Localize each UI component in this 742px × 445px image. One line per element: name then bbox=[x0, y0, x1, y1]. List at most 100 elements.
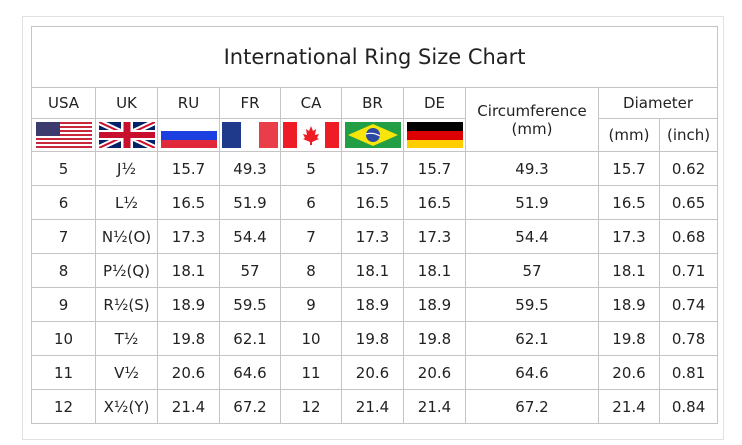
header-diameter-mm: (mm) bbox=[598, 118, 660, 152]
circumference-label: Circumference bbox=[477, 101, 587, 120]
cell-uk: V½ bbox=[95, 355, 158, 390]
cell-circumference-mm: 64.6 bbox=[465, 355, 599, 390]
cell-ru: 15.7 bbox=[157, 151, 220, 186]
cell-diameter-inch: 0.65 bbox=[658, 185, 719, 220]
cell-ca: 9 bbox=[280, 287, 342, 322]
cell-diameter-mm: 18.1 bbox=[598, 253, 660, 288]
cell-ru: 19.8 bbox=[157, 321, 220, 356]
cell-br: 19.8 bbox=[341, 321, 404, 356]
cell-usa: 9 bbox=[31, 287, 96, 322]
cell-br: 20.6 bbox=[341, 355, 404, 390]
cell-diameter-mm: 16.5 bbox=[598, 185, 660, 220]
cell-uk: J½ bbox=[95, 151, 158, 186]
cell-de: 16.5 bbox=[403, 185, 466, 220]
cell-diameter-inch: 0.62 bbox=[658, 151, 719, 186]
cell-fr: 62.1 bbox=[219, 321, 281, 356]
canada-flag-cell bbox=[280, 118, 342, 152]
cell-fr: 49.3 bbox=[219, 151, 281, 186]
circumference-unit: (mm) bbox=[511, 119, 553, 138]
cell-diameter-inch: 0.74 bbox=[658, 287, 719, 322]
cell-circumference-mm: 67.2 bbox=[465, 389, 599, 424]
header-de: DE bbox=[403, 87, 466, 119]
cell-usa: 12 bbox=[31, 389, 96, 424]
germany-flag-icon bbox=[406, 122, 463, 148]
cell-ca: 10 bbox=[280, 321, 342, 356]
cell-de: 18.9 bbox=[403, 287, 466, 322]
cell-fr: 51.9 bbox=[219, 185, 281, 220]
cell-diameter-inch: 0.84 bbox=[658, 389, 719, 424]
cell-diameter-mm: 15.7 bbox=[598, 151, 660, 186]
cell-uk: P½(Q) bbox=[95, 253, 158, 288]
france-flag-icon bbox=[222, 122, 278, 148]
cell-uk: R½(S) bbox=[95, 287, 158, 322]
header-ca: CA bbox=[280, 87, 342, 119]
cell-ru: 18.9 bbox=[157, 287, 220, 322]
cell-de: 18.1 bbox=[403, 253, 466, 288]
cell-de: 19.8 bbox=[403, 321, 466, 356]
cell-usa: 8 bbox=[31, 253, 96, 288]
cell-usa: 10 bbox=[31, 321, 96, 356]
cell-diameter-inch: 0.81 bbox=[658, 355, 719, 390]
cell-usa: 6 bbox=[31, 185, 96, 220]
cell-diameter-mm: 21.4 bbox=[598, 389, 660, 424]
germany-flag-cell bbox=[403, 118, 466, 152]
header-usa: USA bbox=[31, 87, 96, 119]
cell-uk: L½ bbox=[95, 185, 158, 220]
table-row: 6 L½ 16.5 51.9 6 16.5 16.5 51.9 16.5 0.65 bbox=[31, 185, 719, 220]
header-diameter: Diameter bbox=[597, 87, 719, 119]
cell-fr: 67.2 bbox=[219, 389, 281, 424]
cell-br: 16.5 bbox=[341, 185, 404, 220]
cell-ru: 17.3 bbox=[157, 219, 220, 254]
cell-diameter-inch: 0.71 bbox=[658, 253, 719, 288]
russia-flag-cell bbox=[157, 118, 220, 152]
cell-br: 18.1 bbox=[341, 253, 404, 288]
cell-de: 21.4 bbox=[403, 389, 466, 424]
header-fr: FR bbox=[219, 87, 281, 119]
cell-diameter-mm: 17.3 bbox=[598, 219, 660, 254]
table-row: 9 R½(S) 18.9 59.5 9 18.9 18.9 59.5 18.9 0.74 bbox=[31, 287, 719, 322]
cell-fr: 57 bbox=[219, 253, 281, 288]
header-circumference: Circumference (mm) bbox=[465, 87, 599, 152]
header-diameter-inch: (inch) bbox=[658, 118, 719, 152]
brazil-flag-cell bbox=[341, 118, 404, 152]
cell-br: 17.3 bbox=[341, 219, 404, 254]
table-row: 10 T½ 19.8 62.1 10 19.8 19.8 62.1 19.8 0.78 bbox=[31, 321, 719, 356]
table-title: International Ring Size Chart bbox=[30, 26, 719, 88]
cell-br: 15.7 bbox=[341, 151, 404, 186]
header-ru: RU bbox=[157, 87, 220, 119]
cell-usa: 11 bbox=[31, 355, 96, 390]
cell-circumference-mm: 62.1 bbox=[465, 321, 599, 356]
uk-flag-icon bbox=[98, 122, 155, 148]
cell-de: 17.3 bbox=[403, 219, 466, 254]
image-frame bbox=[22, 16, 724, 440]
cell-diameter-inch: 0.78 bbox=[658, 321, 719, 356]
table-row: 12 X½(Y) 21.4 67.2 12 21.4 21.4 67.2 21.4 0.84 bbox=[31, 389, 719, 424]
table-body: 5 J½ 15.7 49.3 5 15.7 15.7 49.3 15.7 0.62 6 L½ 16.5 5… bbox=[31, 151, 719, 424]
table-row: 8 P½(Q) 18.1 57 8 18.1 18.1 57 18.1 0.71 bbox=[31, 253, 719, 288]
cell-ru: 16.5 bbox=[157, 185, 220, 220]
cell-de: 15.7 bbox=[403, 151, 466, 186]
cell-uk: X½(Y) bbox=[95, 389, 158, 424]
cell-uk: T½ bbox=[95, 321, 158, 356]
cell-ca: 7 bbox=[280, 219, 342, 254]
cell-br: 21.4 bbox=[341, 389, 404, 424]
ring-size-table: International Ring Size Chart USA UK RU … bbox=[30, 26, 719, 424]
table-row: 11 V½ 20.6 64.6 11 20.6 20.6 64.6 20.6 0.81 bbox=[31, 355, 719, 390]
cell-usa: 7 bbox=[31, 219, 96, 254]
table-row: 5 J½ 15.7 49.3 5 15.7 15.7 49.3 15.7 0.62 bbox=[31, 151, 719, 186]
table-row: 7 N½(O) 17.3 54.4 7 17.3 17.3 54.4 17.3 0.68 bbox=[31, 219, 719, 254]
cell-ru: 18.1 bbox=[157, 253, 220, 288]
cell-fr: 59.5 bbox=[219, 287, 281, 322]
uk-flag-cell bbox=[95, 118, 158, 152]
cell-diameter-mm: 19.8 bbox=[598, 321, 660, 356]
cell-circumference-mm: 51.9 bbox=[465, 185, 599, 220]
canada-flag-icon bbox=[283, 122, 339, 148]
france-flag-cell bbox=[219, 118, 281, 152]
cell-diameter-inch: 0.68 bbox=[658, 219, 719, 254]
russia-flag-icon bbox=[160, 122, 217, 148]
cell-diameter-mm: 18.9 bbox=[598, 287, 660, 322]
cell-usa: 5 bbox=[31, 151, 96, 186]
cell-ca: 8 bbox=[280, 253, 342, 288]
cell-fr: 54.4 bbox=[219, 219, 281, 254]
cell-ca: 6 bbox=[280, 185, 342, 220]
